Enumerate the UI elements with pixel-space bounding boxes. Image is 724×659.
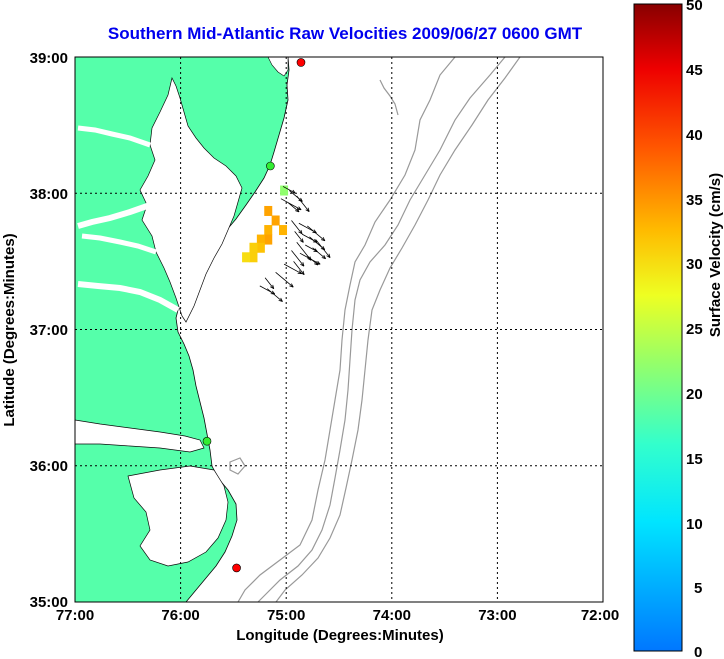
velocity-vector xyxy=(296,195,310,212)
x-tick-label: 72:00 xyxy=(581,607,619,624)
velocity-cell xyxy=(280,185,289,196)
x-tick-label: 73:00 xyxy=(478,607,516,624)
plot-frame xyxy=(74,56,604,603)
radar-station-marker xyxy=(296,58,306,67)
radar-stations xyxy=(202,58,306,573)
velocity-vector xyxy=(283,263,302,275)
velocity-cell xyxy=(256,242,265,253)
x-tick-label: 74:00 xyxy=(373,607,411,624)
colorbar xyxy=(633,3,683,652)
colorbar-label: Surface Velocity (cm/s) xyxy=(707,173,724,337)
y-tick-label: 37:00 xyxy=(30,322,68,339)
velocity-vector xyxy=(291,220,303,235)
velocity-vector xyxy=(266,288,283,302)
albemarle-sound-water xyxy=(75,419,205,453)
y-axis-ticks: 39:00 38:00 37:00 36:00 35:00 xyxy=(30,50,68,611)
river-york-james xyxy=(77,281,180,313)
colorbar-tick: 40 xyxy=(686,127,703,144)
velocity-vector xyxy=(275,271,294,288)
colorbar-tick: 50 xyxy=(686,0,703,14)
velocity-vector xyxy=(291,250,305,267)
y-tick-label: 35:00 xyxy=(30,594,68,611)
x-tick-label: 75:00 xyxy=(267,607,305,624)
velocity-vector xyxy=(264,277,275,290)
river-potomac xyxy=(77,202,151,229)
velocity-cell xyxy=(264,234,273,245)
colorbar-tick: 30 xyxy=(686,256,703,273)
velocity-cell xyxy=(271,215,280,226)
velocity-vector xyxy=(307,255,319,266)
velocity-cell xyxy=(256,234,265,245)
colorbar-tick: 15 xyxy=(686,451,703,468)
colorbar-tick: 0 xyxy=(694,644,702,659)
colorbar-tick: 25 xyxy=(686,321,703,338)
x-tick-label: 76:00 xyxy=(161,607,199,624)
velocity-cell xyxy=(242,252,251,263)
colorbar-tick: 35 xyxy=(686,192,703,209)
chesapeake-bay-water xyxy=(139,76,243,323)
x-tick-label: 77:00 xyxy=(56,607,94,624)
pamlico-sound-water xyxy=(127,465,229,567)
velocity-vectors xyxy=(259,186,331,302)
velocity-vector xyxy=(288,202,300,213)
map-title: Southern Mid-Atlantic Raw Velocities 200… xyxy=(107,24,583,43)
x-axis-ticks: 77:00 76:00 75:00 74:00 73:00 72:00 xyxy=(56,607,619,624)
y-tick-label: 36:00 xyxy=(30,458,68,475)
river-rappahannock xyxy=(81,233,157,255)
velocity-cell xyxy=(249,252,258,263)
colorbar-tick: 20 xyxy=(686,386,703,403)
velocity-cell xyxy=(249,242,258,253)
velocity-vector xyxy=(294,231,304,243)
colorbar-tick: 5 xyxy=(694,580,702,597)
velocity-cell xyxy=(279,225,288,236)
velocity-cell xyxy=(264,225,273,236)
y-tick-label: 38:00 xyxy=(30,186,68,203)
velocity-cells xyxy=(242,185,289,263)
y-axis-label: Latitude (Degrees:Minutes) xyxy=(1,233,18,426)
colorbar-ticks: 50 45 40 35 30 25 20 15 10 5 0 xyxy=(686,0,703,659)
velocity-vector xyxy=(315,239,331,258)
delaware-bay-water xyxy=(267,57,289,77)
colorbar-tick: 45 xyxy=(686,62,703,79)
radar-station-marker xyxy=(202,436,212,446)
y-tick-label: 39:00 xyxy=(30,50,68,67)
colorbar-tick: 10 xyxy=(686,516,703,533)
river-northern xyxy=(77,125,151,148)
velocity-vector xyxy=(312,247,326,260)
grid-lines xyxy=(75,57,603,602)
radar-station-marker xyxy=(232,563,241,573)
velocity-cell xyxy=(264,205,273,216)
velocity-vector xyxy=(307,225,326,242)
radar-station-marker xyxy=(266,161,275,171)
x-axis-label: Longitude (Degrees:Minutes) xyxy=(236,627,444,644)
